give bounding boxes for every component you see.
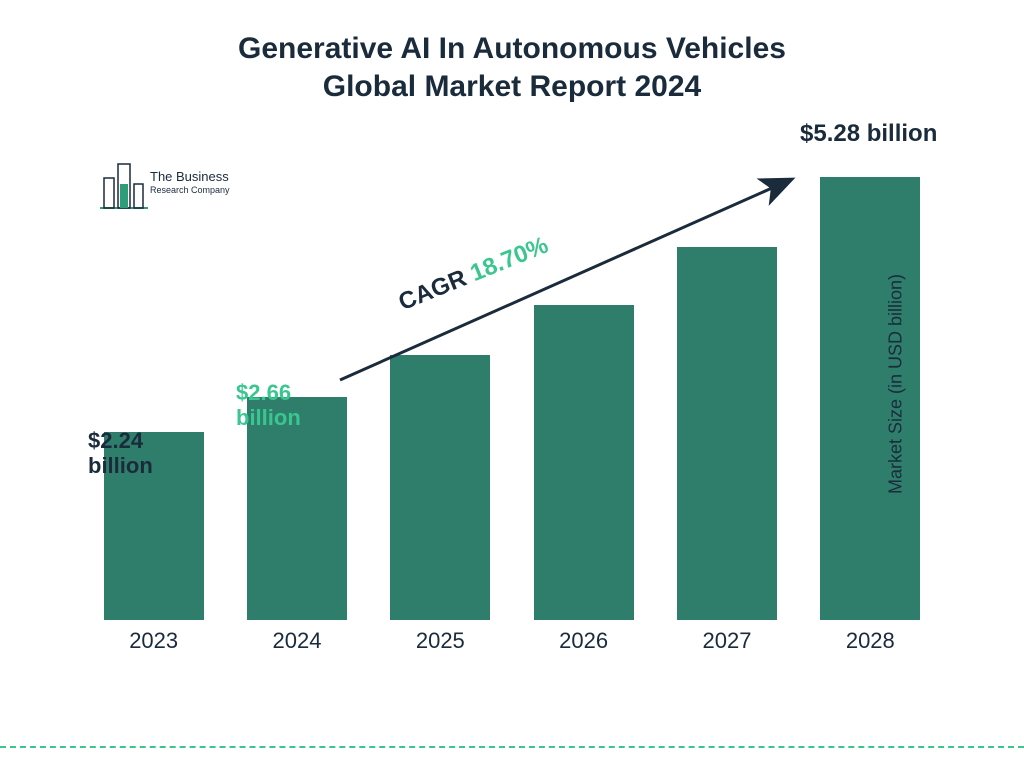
bottom-divider xyxy=(0,746,1024,748)
value-label-2023: $2.24billion xyxy=(88,428,153,479)
value-label-2024: $2.66billion xyxy=(236,380,301,431)
y-axis-label: Market Size (in USD billion) xyxy=(885,274,906,494)
value-label-2028: $5.28 billion xyxy=(800,120,937,148)
trend-arrow xyxy=(0,0,1024,768)
